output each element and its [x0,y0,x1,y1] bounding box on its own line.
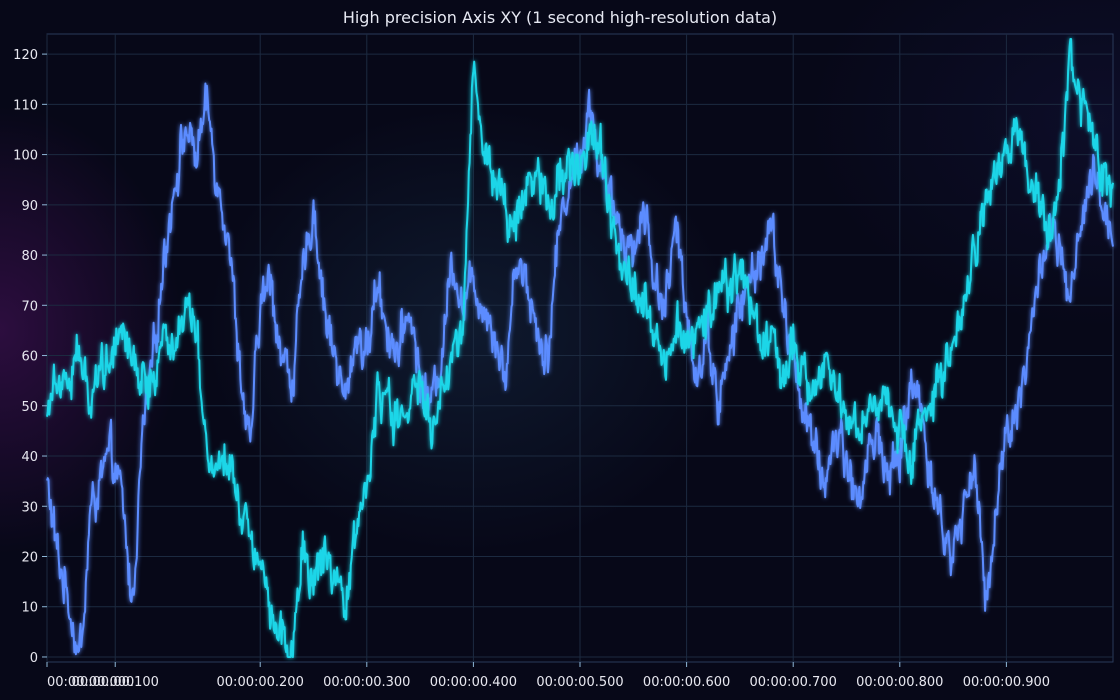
series-line-2 [46,38,1114,658]
chart-title: High precision Axis XY (1 second high-re… [342,8,778,27]
y-tick-label: 80 [21,249,38,264]
y-tick-label: 60 [21,350,38,365]
y-tick-label: 20 [21,550,38,565]
tick-layer: 0 10 20 30 40 50 60 70 80 90 100 110 120 00:00:00.000… [13,48,1050,690]
grid-layer [46,34,1113,662]
x-tick-label: 00:00:00.600 [643,675,730,690]
y-tick-label: 30 [21,500,38,515]
y-tick-label: 100 [13,149,38,164]
y-tick-label: 0 [30,651,38,666]
series-layer [46,38,1114,658]
y-tick-label: 40 [21,450,38,465]
x-tick-label: 00:00:00.200 [217,675,304,690]
x-tick-label: 00:00:00.900 [963,675,1050,690]
x-tick-label: 00:00:00.000 [47,675,134,690]
x-tick-label: 00:00:00.700 [750,675,837,690]
x-tick-label: 00:00:00.300 [323,675,410,690]
x-tick-label: 00:00:00.100 [72,675,159,690]
y-tick-label: 110 [13,98,38,113]
series-line-1 [46,82,1114,656]
y-tick-label: 120 [13,48,38,63]
x-tick-label: 00:00:00.800 [856,675,943,690]
y-tick-label: 70 [21,299,38,314]
y-tick-label: 90 [21,199,38,214]
x-tick-label: 00:00:00.400 [430,675,517,690]
y-tick-label: 50 [21,400,38,415]
x-tick-label: 00:00:00.500 [536,675,623,690]
y-tick-label: 10 [21,601,38,616]
